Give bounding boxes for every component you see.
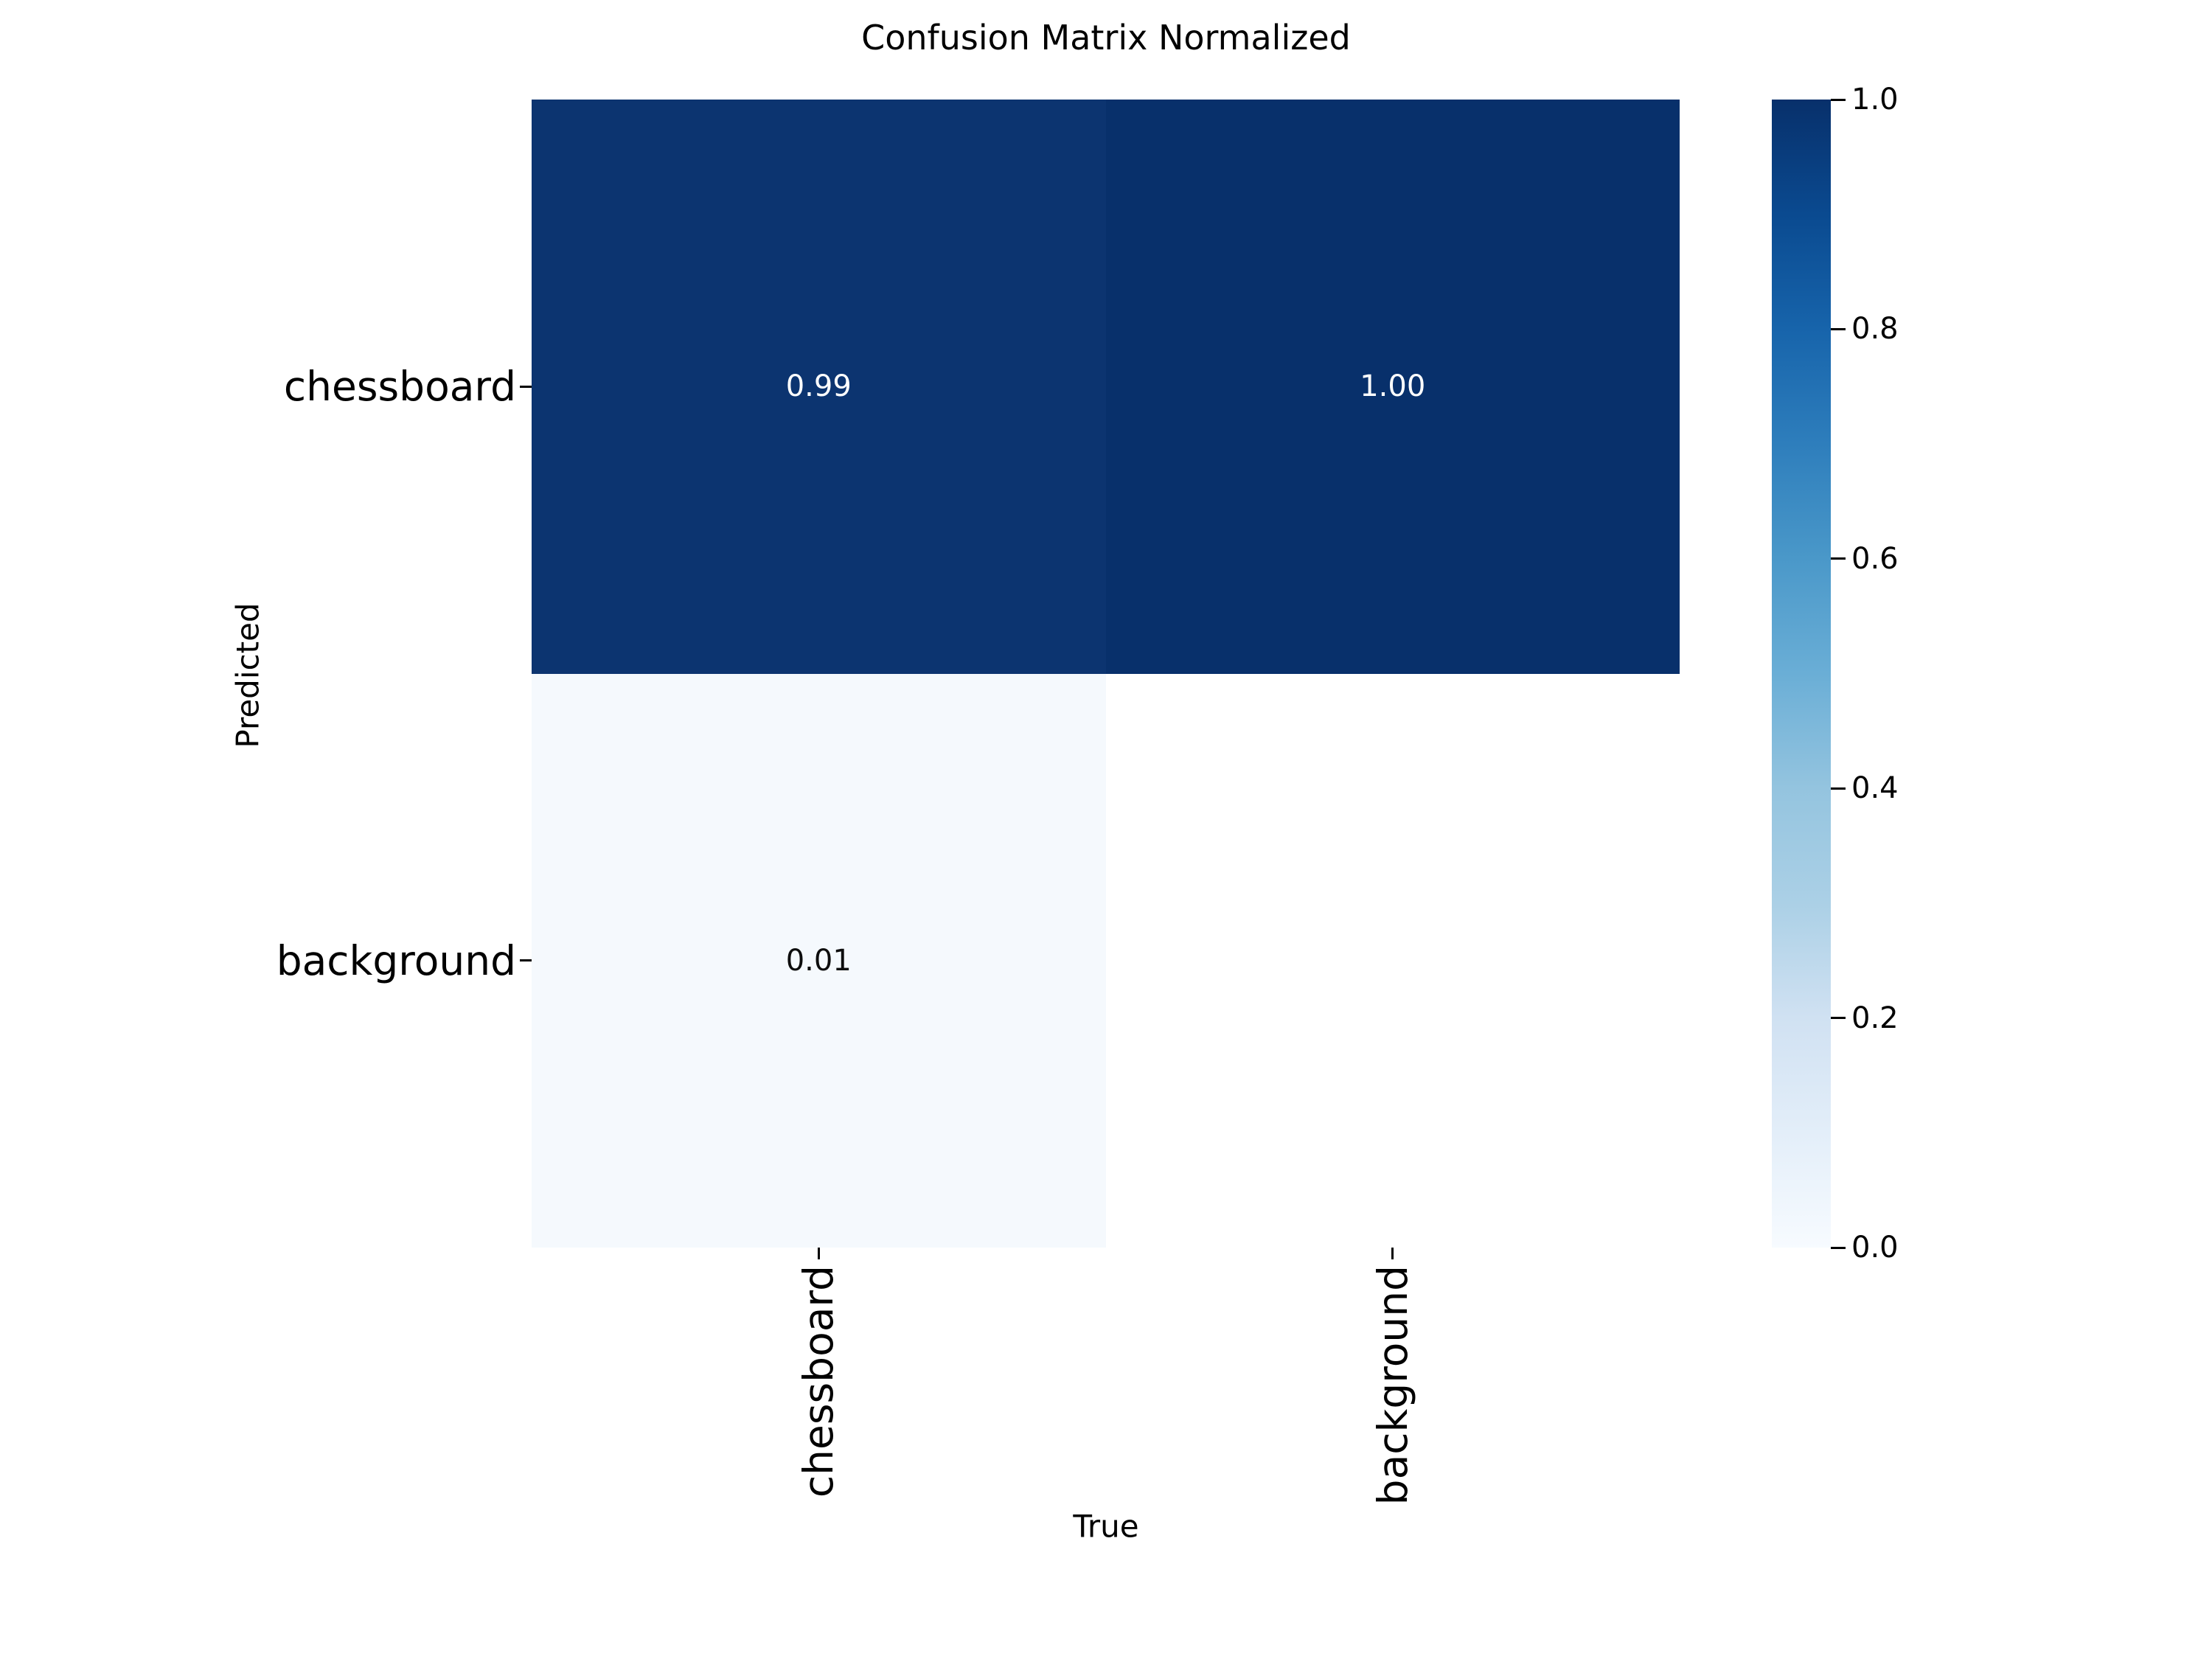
colorbar-gradient — [1772, 100, 1831, 1248]
colorbar-tick-label-0.4: 0.4 — [1851, 771, 1899, 806]
chart-title: Confusion Matrix Normalized — [861, 18, 1351, 58]
x-axis-label: True — [1073, 1508, 1139, 1545]
cell-value: 0.99 — [785, 369, 852, 404]
colorbar-tick-label-0.6: 0.6 — [1851, 541, 1899, 576]
y-tick-label-chessboard: chessboard — [283, 363, 516, 411]
colorbar-tick — [1831, 327, 1846, 330]
colorbar-tick-label-0.8: 0.8 — [1851, 312, 1899, 347]
cell-value: 1.00 — [1360, 369, 1426, 404]
colorbar-tick — [1831, 1017, 1846, 1020]
colorbar-tick-label-0.0: 0.0 — [1851, 1231, 1899, 1265]
x-tick-label-chessboard: chessboard — [795, 1265, 843, 1498]
colorbar-tick — [1831, 1246, 1846, 1249]
heatmap-cell-background-chessboard: 0.01 — [532, 673, 1106, 1248]
y-tick-label-background: background — [276, 936, 516, 984]
colorbar-tick-label-0.2: 0.2 — [1851, 1001, 1899, 1035]
x-axis-tick — [817, 1248, 820, 1259]
colorbar-tick — [1831, 787, 1846, 790]
y-axis-tick — [520, 959, 532, 962]
x-axis-tick — [1391, 1248, 1394, 1259]
cell-value: 0.01 — [785, 943, 852, 978]
colorbar-tick-label-1.0: 1.0 — [1851, 83, 1899, 116]
y-axis-label: Predicted — [229, 602, 266, 748]
y-axis-tick — [520, 385, 532, 388]
x-tick-label-background: background — [1368, 1265, 1416, 1506]
heatmap-cell-background-background — [1105, 673, 1680, 1248]
heatmap-cell-chessboard-chessboard: 0.99 — [532, 100, 1106, 674]
heatmap-cell-chessboard-background: 1.00 — [1105, 100, 1680, 674]
heatmap: 0.99 1.00 0.01 — [532, 100, 1680, 1248]
colorbar-tick — [1831, 98, 1846, 101]
colorbar-tick — [1831, 557, 1846, 560]
